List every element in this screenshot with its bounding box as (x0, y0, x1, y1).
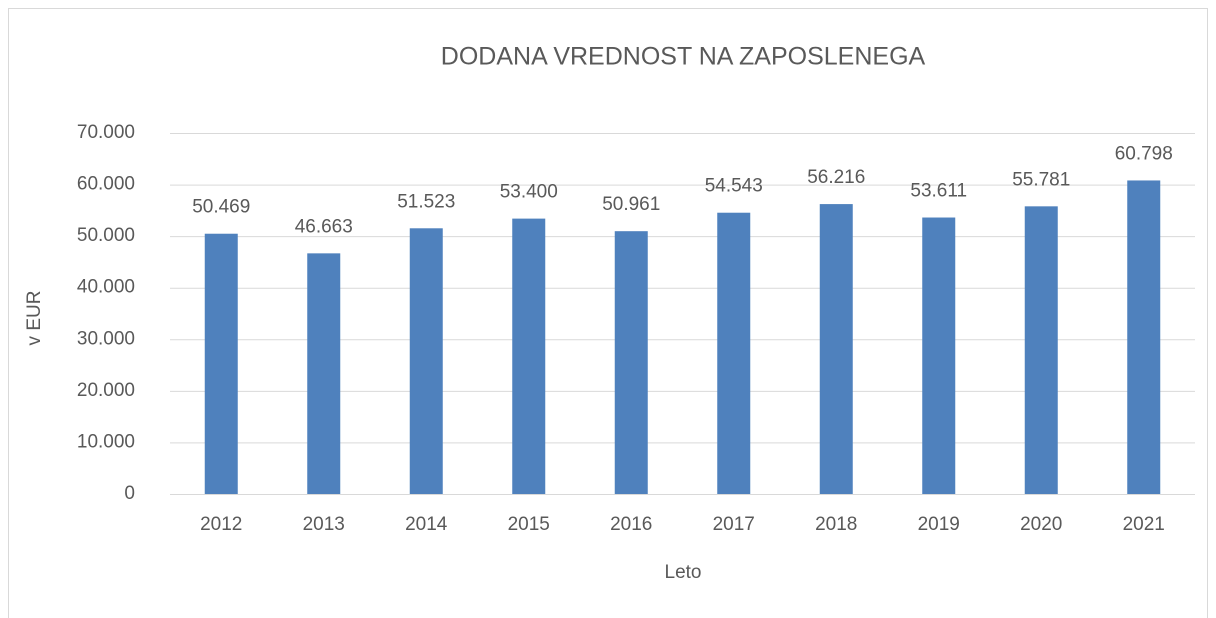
data-label: 53.611 (910, 181, 967, 202)
x-tick-label: 2012 (200, 514, 242, 535)
y-tick-label: 60.000 (77, 174, 135, 195)
bar (204, 233, 238, 494)
data-label: 50.961 (602, 194, 660, 215)
x-tick-label: 2013 (303, 514, 345, 535)
bar (512, 218, 546, 494)
bar (307, 253, 341, 494)
x-axis-label: Leto (665, 562, 702, 583)
data-label: 60.798 (1115, 143, 1173, 164)
bar (409, 228, 443, 495)
data-label: 55.781 (1012, 169, 1070, 190)
y-tick-label: 50.000 (77, 225, 135, 246)
chart-title: DODANA VREDNOST NA ZAPOSLENEGA (441, 43, 926, 71)
y-tick-label: 70.000 (77, 122, 135, 143)
y-axis-label: v EUR (24, 291, 45, 346)
x-tick-label: 2016 (610, 514, 652, 535)
data-label: 50.469 (192, 197, 250, 218)
bar (922, 217, 956, 494)
x-tick-label: 2018 (815, 514, 857, 535)
x-tick-label: 2015 (508, 514, 550, 535)
y-tick-label: 20.000 (77, 380, 135, 401)
bar (1127, 180, 1161, 494)
data-label: 56.216 (807, 167, 865, 188)
bar (717, 212, 751, 494)
y-tick-label: 40.000 (77, 277, 135, 298)
x-tick-label: 2021 (1123, 514, 1165, 535)
x-tick-label: 2019 (918, 514, 960, 535)
x-tick-label: 2014 (405, 514, 448, 535)
y-tick-label: 30.000 (77, 328, 135, 349)
y-tick-label: 0 (124, 483, 135, 504)
bar (819, 204, 853, 494)
x-tick-label: 2020 (1020, 514, 1062, 535)
data-label: 51.523 (397, 191, 455, 212)
y-tick-label: 10.000 (77, 431, 135, 452)
data-label: 54.543 (705, 176, 763, 197)
data-label: 46.663 (295, 216, 353, 237)
bar (1024, 206, 1058, 494)
x-tick-label: 2017 (713, 514, 755, 535)
bar (614, 231, 648, 495)
data-label: 53.400 (500, 182, 558, 203)
